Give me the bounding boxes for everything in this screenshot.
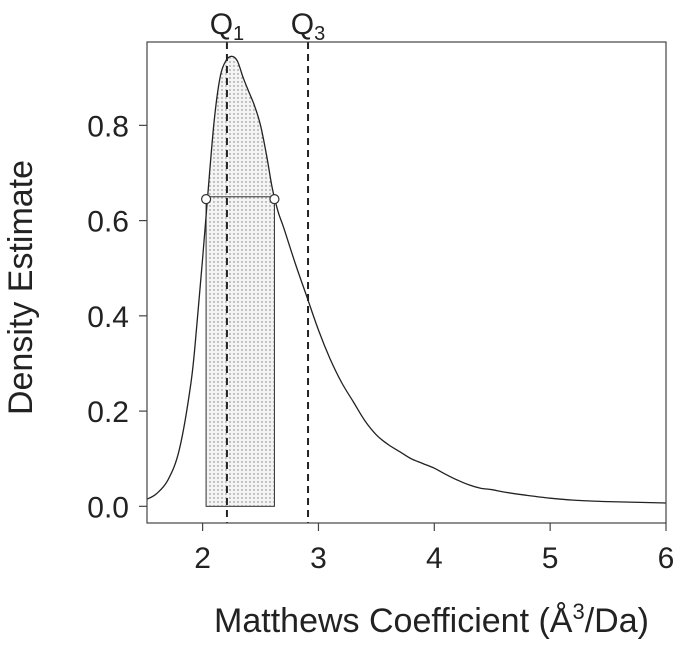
y-tick-label: 0.8 — [87, 110, 129, 143]
x-axis: 2 3 4 5 6 — [194, 523, 674, 575]
y-tick-label: 0.2 — [87, 396, 129, 429]
interval-marker-2 — [269, 194, 280, 205]
quartile-label-q1: Q1 — [210, 8, 244, 45]
x-axis-title: Matthews Coefficient (Å3/Da) — [214, 599, 649, 640]
x-tick-label: 4 — [426, 542, 443, 575]
y-tick-label: 0.6 — [87, 206, 129, 239]
y-axis-title: Density Estimate — [2, 160, 40, 415]
shaded-interval-box — [205, 196, 275, 507]
y-tick-label: 0.4 — [87, 301, 129, 334]
quartile-label-subscript: 1 — [233, 23, 244, 45]
plot-frame — [146, 41, 667, 524]
x-axis-title-tail: /Da) — [585, 602, 649, 640]
density-curve — [146, 55, 667, 504]
y-axis: 0.0 0.2 0.4 0.6 0.8 — [87, 110, 147, 524]
x-tick-label: 2 — [194, 542, 211, 575]
x-axis-title-superscript: 3 — [572, 599, 584, 624]
x-axis-title-unit: Å — [550, 602, 573, 640]
quartile-label-letter: Q — [291, 8, 314, 41]
x-tick-label: 5 — [542, 542, 559, 575]
y-tick-label: 0.0 — [87, 491, 129, 524]
shaded-interval-fill — [206, 56, 275, 507]
quartile-label-subscript: 3 — [314, 23, 325, 45]
x-axis-title-main: Matthews Coefficient ( — [214, 602, 550, 640]
interval-marker-1 — [200, 194, 212, 205]
quartile-label-letter: Q — [210, 8, 233, 41]
x-tick-label: 3 — [310, 542, 327, 575]
quartile-label-q3: Q3 — [291, 8, 325, 45]
x-tick-label: 6 — [658, 542, 675, 575]
